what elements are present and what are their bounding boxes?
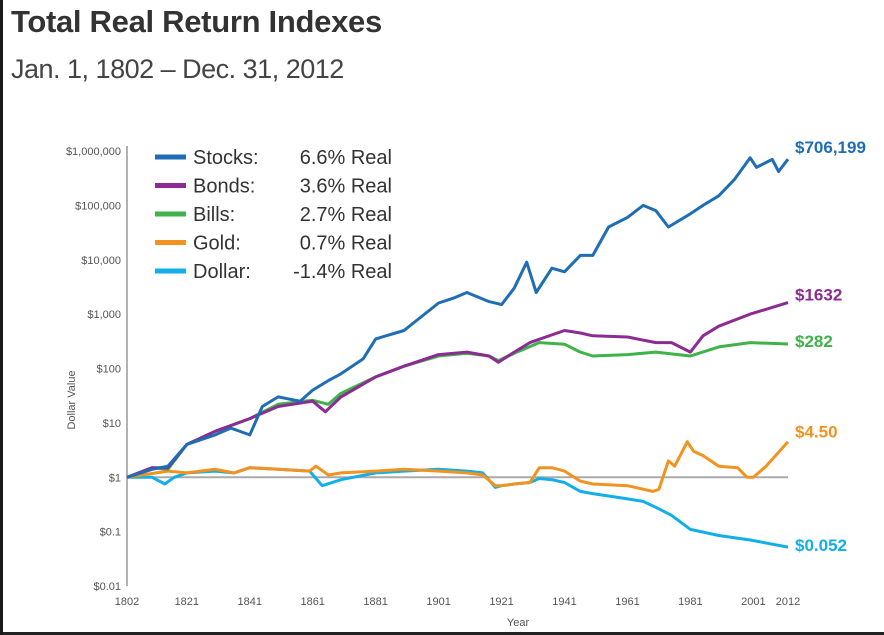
x-tick-label: 1802 — [115, 596, 139, 608]
y-tick-label: $10,000 — [81, 255, 121, 267]
series-line-gold — [126, 440, 790, 493]
y-tick-label: $0.01 — [93, 581, 121, 593]
x-tick-label: 2012 — [776, 596, 800, 608]
chart-title: Total Real Return Indexes — [11, 4, 382, 39]
x-tick-label: 1821 — [175, 596, 199, 608]
x-tick-label: 1961 — [615, 596, 639, 608]
legend-name-stocks: Stocks: — [193, 147, 259, 169]
frame-edge — [3, 632, 884, 635]
x-tick-label: 1921 — [489, 596, 513, 608]
series-line-dollar — [127, 466, 789, 549]
legend-rate-bonds: 3.6% Real — [300, 176, 392, 198]
end-label-bills: $282 — [795, 332, 833, 351]
line-chart: $1,000,000 $100,000 $10,000 $1,000 $100 $10 $1… — [66, 138, 866, 629]
legend-rate-gold: 0.7% Real — [300, 233, 392, 255]
y-tick-label: $0.1 — [100, 527, 121, 539]
x-tick-label: 2001 — [741, 596, 765, 608]
legend-rate-stocks: 6.6% Real — [300, 147, 392, 169]
x-tick-label: 1901 — [426, 596, 450, 608]
legend-name-gold: Gold: — [193, 233, 241, 255]
x-axis-label: Year — [507, 617, 530, 629]
end-label-gold: $4.50 — [795, 423, 838, 442]
legend-name-bonds: Bonds: — [193, 176, 255, 198]
legend-rate-dollar: -1.4% Real — [293, 261, 392, 283]
y-tick-label: $100 — [97, 364, 121, 376]
y-tick-label: $100,000 — [75, 200, 121, 212]
series-line-stocks — [126, 156, 790, 479]
x-tick-label: 1981 — [678, 596, 702, 608]
y-tick-label: $1 — [109, 472, 121, 484]
y-axis-label: Dollar Value — [66, 370, 78, 429]
x-tick-label: 1941 — [552, 596, 576, 608]
y-tick-label: $1,000,000 — [66, 146, 121, 158]
chart-subtitle: Jan. 1, 1802 – Dec. 31, 2012 — [11, 54, 344, 84]
x-tick-label: 1861 — [300, 596, 324, 608]
x-tick-label: 1841 — [238, 596, 262, 608]
series-line-bonds — [126, 301, 789, 479]
legend-name-bills: Bills: — [193, 204, 235, 226]
series-line-bills — [126, 341, 789, 479]
end-label-dollar: $0.052 — [795, 536, 847, 555]
y-tick-label: $1,000 — [87, 309, 121, 321]
end-label-bonds: $1632 — [795, 286, 842, 305]
y-tick-label: $10 — [103, 418, 121, 430]
end-label-stocks: $706,199 — [795, 138, 866, 157]
legend-rate-bills: 2.7% Real — [300, 204, 392, 226]
legend-name-dollar: Dollar: — [193, 261, 251, 283]
x-tick-label: 1881 — [363, 596, 387, 608]
